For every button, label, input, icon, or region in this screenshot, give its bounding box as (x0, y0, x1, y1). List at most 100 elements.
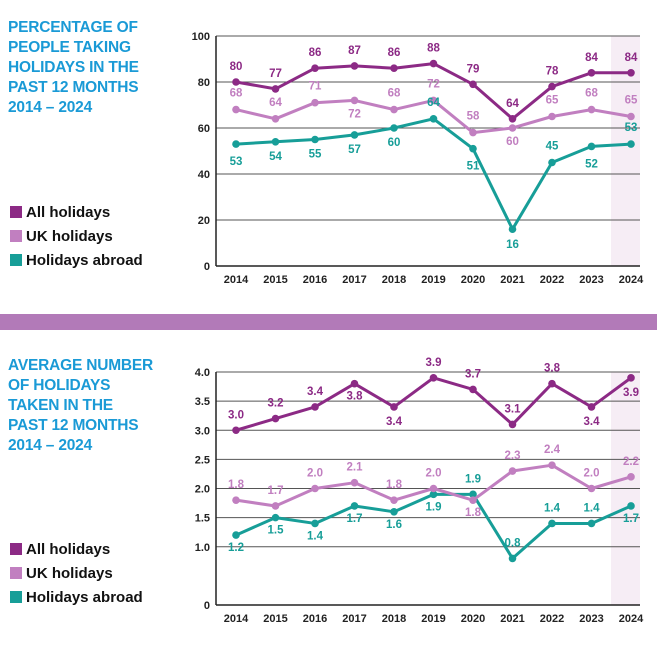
x-tick-label: 2019 (421, 274, 445, 286)
data-label-uk: 72 (348, 108, 361, 120)
x-tick-label: 2021 (500, 613, 524, 625)
data-label-uk: 68 (230, 88, 243, 100)
data-label-uk: 1.8 (386, 479, 403, 491)
data-label-abroad: 16 (506, 239, 519, 251)
data-label-abroad: 1.4 (544, 502, 561, 514)
data-point-uk (548, 112, 556, 121)
data-label-all: 84 (625, 52, 638, 64)
x-tick-label: 2024 (619, 613, 644, 625)
series-line-all (235, 376, 632, 432)
data-label-abroad: 57 (348, 144, 361, 156)
x-tick-label: 2022 (540, 613, 564, 625)
data-point-abroad (627, 140, 635, 148)
data-point-abroad (350, 131, 359, 139)
data-label-all: 3.8 (347, 391, 364, 403)
data-label-all: 64 (506, 98, 519, 110)
y-tick-label: 3.0 (195, 425, 210, 437)
y-tick-label: 2.0 (195, 484, 210, 496)
y-tick-label: 40 (198, 169, 210, 181)
data-label-uk: 1.8 (465, 507, 482, 519)
legend-swatch-abroad (10, 254, 22, 266)
data-point-all (232, 426, 240, 435)
x-tick-label: 2017 (342, 613, 366, 625)
data-point-abroad (232, 531, 240, 539)
data-point-abroad (548, 519, 556, 528)
data-point-abroad (390, 124, 398, 132)
data-point-abroad (508, 225, 517, 233)
data-point-abroad (429, 115, 438, 123)
x-tick-label: 2018 (382, 274, 406, 286)
data-label-abroad: 54 (269, 151, 282, 163)
data-label-uk: 2.3 (505, 450, 521, 462)
y-tick-label: 4.0 (195, 367, 210, 379)
data-label-all: 3.0 (228, 409, 244, 421)
data-point-all (627, 374, 635, 382)
data-label-abroad: 1.4 (307, 530, 324, 542)
data-label-abroad: 1.7 (347, 513, 363, 525)
data-label-abroad: 53 (230, 156, 243, 168)
data-label-all: 3.7 (465, 368, 481, 380)
data-label-all: 78 (546, 66, 559, 78)
data-point-all (350, 62, 359, 70)
data-point-uk (271, 502, 280, 510)
legend-swatch-abroad (10, 591, 22, 603)
data-label-all: 3.4 (307, 386, 324, 398)
data-point-abroad (271, 513, 280, 522)
data-point-abroad (587, 142, 596, 151)
legend-swatch-all (10, 543, 22, 555)
data-point-abroad (587, 519, 596, 528)
chart1-legend: All holidays UK holidays Holidays abroad (10, 200, 143, 272)
data-point-all (587, 69, 596, 77)
data-label-all: 77 (269, 68, 282, 80)
data-point-all (311, 64, 319, 72)
data-label-abroad: 1.6 (386, 519, 402, 531)
chart2-title: AVERAGE NUMBER OF HOLIDAYS TAKEN IN THE … (8, 356, 153, 456)
x-tick-label: 2016 (303, 274, 327, 286)
data-point-all (390, 403, 398, 411)
data-point-uk (508, 467, 517, 475)
data-point-uk (350, 96, 359, 105)
x-tick-label: 2019 (421, 613, 445, 625)
chart2-title-line: 2014 – 2024 (8, 437, 92, 454)
section-divider (0, 314, 657, 330)
data-label-abroad: 64 (427, 97, 440, 109)
data-label-abroad: 45 (546, 141, 559, 153)
data-label-all: 3.8 (544, 363, 561, 375)
y-tick-label: 0 (204, 600, 210, 612)
data-point-uk (429, 484, 438, 493)
data-point-all (271, 85, 280, 93)
data-point-all (271, 414, 280, 423)
data-point-uk (271, 115, 280, 123)
data-point-all (548, 82, 556, 91)
data-point-uk (232, 496, 240, 504)
legend-item-all-holidays: All holidays (10, 537, 143, 561)
data-point-abroad (627, 502, 635, 510)
data-point-uk (627, 112, 635, 121)
x-tick-label: 2020 (461, 613, 485, 625)
data-label-abroad: 1.5 (268, 525, 285, 537)
data-point-abroad (350, 502, 359, 510)
data-point-abroad (429, 490, 438, 499)
x-tick-label: 2016 (303, 613, 327, 625)
data-point-all (627, 69, 635, 77)
legend-label: All holidays (26, 203, 111, 221)
y-tick-label: 80 (198, 77, 210, 89)
data-point-uk (429, 96, 438, 105)
data-point-abroad (311, 519, 319, 528)
data-label-uk: 64 (269, 97, 282, 109)
legend-swatch-uk (10, 230, 22, 242)
data-point-uk (508, 124, 517, 132)
data-label-all: 3.4 (584, 416, 601, 428)
data-point-abroad (469, 490, 477, 499)
data-label-all: 79 (467, 63, 480, 75)
legend-swatch-uk (10, 567, 22, 579)
y-tick-label: 1.0 (195, 542, 210, 554)
data-point-uk (587, 484, 596, 493)
data-point-abroad (508, 554, 517, 563)
x-tick-label: 2023 (579, 613, 603, 625)
data-label-uk: 58 (467, 111, 480, 123)
data-label-all: 87 (348, 45, 361, 57)
data-point-all (232, 78, 240, 86)
legend-label: Holidays abroad (26, 251, 143, 269)
